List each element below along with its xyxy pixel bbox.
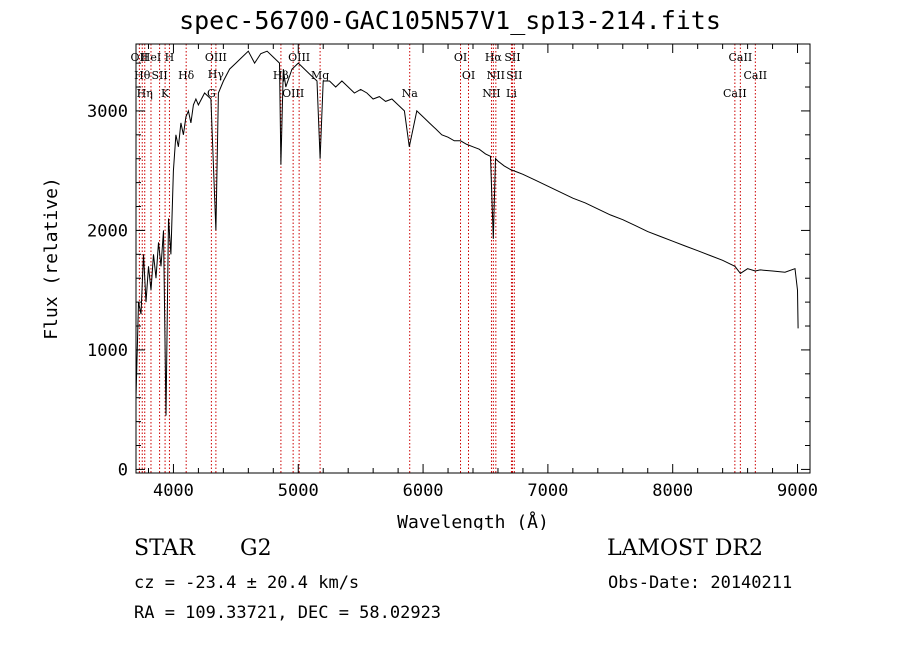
ra-dec-coordinates: RA = 109.33721, DEC = 58.02923	[134, 603, 442, 623]
spectral-line-label: NII	[487, 69, 505, 82]
chart-title: spec-56700-GAC105N57V1_sp13-214.fits	[179, 6, 721, 35]
spectral-line-label: G	[207, 87, 216, 100]
spectral-line-label: OII	[131, 51, 149, 64]
spectral-line-label: OIII	[205, 51, 227, 64]
spectral-line-label: K	[161, 87, 170, 100]
x-tick-label: 4000	[153, 481, 194, 501]
spectral-line-label: Hα	[485, 51, 503, 64]
flux-series-line	[135, 50, 799, 416]
axis-ticks-layer: 4000 5000 6000 7000 8000 9000 0 1000 2000 3000	[87, 44, 818, 501]
x-tick-label: 9000	[777, 481, 818, 501]
spectral-line-label: SII	[151, 69, 167, 82]
spectral-line-label: CaII	[723, 87, 747, 100]
spectral-line-label: Li	[506, 87, 517, 100]
y-tick-label: 2000	[87, 221, 128, 241]
y-axis-label: Flux (relative)	[41, 177, 62, 340]
y-tick-label: 0	[118, 460, 128, 480]
x-tick-label: 5000	[278, 481, 319, 501]
spectral-line-label: Mg	[311, 69, 329, 82]
plot-frame	[135, 43, 811, 474]
spectral-line-label: Hβ	[273, 69, 289, 82]
spectral-subclass: G2	[240, 536, 272, 561]
spectral-line-label: Hδ	[178, 69, 195, 82]
flux-series-layer	[135, 50, 799, 416]
spectral-line-label: HeI	[141, 51, 161, 64]
spectral-line-label: Hη	[137, 87, 153, 100]
spectral-line-label: OIII	[282, 87, 304, 100]
y-tick-label: 3000	[87, 102, 128, 122]
spectral-line-label: SII	[504, 51, 520, 64]
spectral-line-label: OIII	[288, 51, 310, 64]
spectral-line-label: NII	[482, 87, 500, 100]
x-tick-label: 8000	[652, 481, 693, 501]
spectral-line-label: Na	[402, 87, 419, 100]
spectral-line-label: Hγ	[208, 68, 225, 81]
x-axis-label: Wavelength (Å)	[397, 511, 549, 530]
spectral-lines-layer	[138, 44, 756, 473]
redshift-cz: cz = -23.4 ± 20.4 km/s	[134, 573, 360, 593]
x-tick-label: 7000	[527, 481, 568, 501]
spectral-line-label: CaII	[729, 51, 753, 64]
y-tick-label: 1000	[87, 341, 128, 361]
x-tick-label: 6000	[403, 481, 444, 501]
spectral-line-label: OI	[462, 69, 475, 82]
spectral-line-label: OI	[454, 51, 467, 64]
spectral-line-label: H	[165, 51, 175, 64]
survey-name: LAMOST DR2	[607, 536, 763, 561]
observation-date: Obs-Date: 20140211	[608, 573, 793, 593]
spectral-line-label: SII	[506, 69, 522, 82]
object-class: STAR	[134, 536, 195, 561]
spectral-line-label: CaII	[743, 69, 767, 82]
spectral-line-label: Hθ	[134, 69, 151, 82]
